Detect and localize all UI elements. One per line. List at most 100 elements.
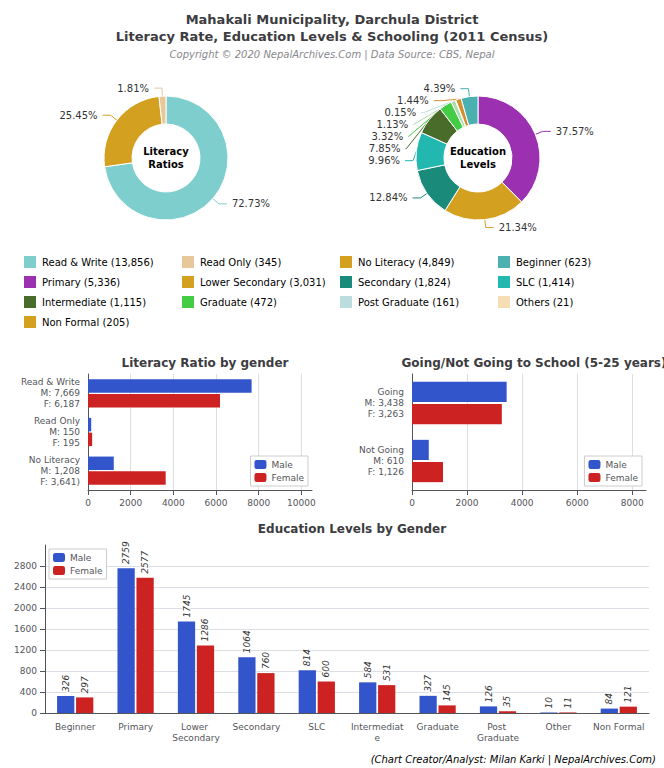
svg-text:Female: Female <box>70 566 103 576</box>
svg-text:Copyright © 2020 NepalArchives: Copyright © 2020 NepalArchives.Com | Dat… <box>170 49 495 61</box>
svg-text:2577: 2577 <box>140 551 150 574</box>
svg-text:Graduate: Graduate <box>417 722 460 732</box>
svg-text:M: 150: M: 150 <box>49 427 80 437</box>
svg-text:1286: 1286 <box>200 618 210 641</box>
svg-text:531: 531 <box>382 664 392 681</box>
svg-text:Secondary (1,824): Secondary (1,824) <box>358 277 451 288</box>
svg-text:10: 10 <box>544 697 554 709</box>
svg-text:Mahakali Municipality, Darchul: Mahakali Municipality, Darchula District <box>186 12 479 27</box>
svg-text:Read Only: Read Only <box>34 416 81 426</box>
svg-text:e: e <box>374 733 380 743</box>
svg-text:Read & Write: Read & Write <box>21 377 81 387</box>
svg-text:Literacy: Literacy <box>143 146 189 157</box>
svg-text:Graduate: Graduate <box>477 733 520 743</box>
svg-text:760: 760 <box>261 652 271 669</box>
svg-text:Read Only (345): Read Only (345) <box>200 257 281 268</box>
svg-text:1745: 1745 <box>182 594 192 617</box>
svg-text:7.85%: 7.85% <box>369 143 401 154</box>
svg-text:Non Formal (205): Non Formal (205) <box>42 317 129 328</box>
svg-text:No Literacy: No Literacy <box>29 455 81 465</box>
svg-text:9.96%: 9.96% <box>368 155 400 166</box>
svg-text:600: 600 <box>321 660 331 677</box>
svg-text:2400: 2400 <box>14 582 37 592</box>
svg-text:Intermediat: Intermediat <box>351 722 404 732</box>
svg-text:121: 121 <box>623 685 633 702</box>
svg-text:Read & Write (13,856): Read & Write (13,856) <box>42 257 154 268</box>
svg-text:F: 195: F: 195 <box>52 438 80 448</box>
svg-text:F: 6,187: F: 6,187 <box>44 399 80 409</box>
svg-text:1.81%: 1.81% <box>117 83 149 94</box>
svg-text:6000: 6000 <box>566 498 589 508</box>
svg-text:M: 1,208: M: 1,208 <box>41 466 81 476</box>
svg-text:Beginner: Beginner <box>55 722 96 732</box>
svg-text:Lower Secondary (3,031): Lower Secondary (3,031) <box>200 277 326 288</box>
svg-text:11: 11 <box>563 697 573 708</box>
svg-text:1064: 1064 <box>242 630 252 653</box>
svg-text:Secondary: Secondary <box>233 722 281 732</box>
svg-text:Education: Education <box>450 146 506 157</box>
svg-text:F: 3,263: F: 3,263 <box>368 409 404 419</box>
svg-text:Male: Male <box>271 460 293 470</box>
svg-text:814: 814 <box>302 649 312 666</box>
svg-text:25.45%: 25.45% <box>59 110 97 121</box>
svg-text:37.57%: 37.57% <box>556 126 594 137</box>
svg-text:Lower: Lower <box>181 722 211 732</box>
svg-text:297: 297 <box>80 676 90 693</box>
svg-text:10000: 10000 <box>287 498 316 508</box>
svg-text:F: 1,126: F: 1,126 <box>368 467 404 477</box>
svg-text:SLC: SLC <box>308 722 325 732</box>
svg-text:Female: Female <box>271 473 304 483</box>
svg-text:4000: 4000 <box>511 498 534 508</box>
svg-text:Male: Male <box>605 460 627 470</box>
svg-text:Primary (5,336): Primary (5,336) <box>42 277 120 288</box>
svg-text:327: 327 <box>423 674 433 691</box>
svg-text:0.15%: 0.15% <box>384 107 416 118</box>
svg-text:Other: Other <box>546 722 572 732</box>
svg-text:Levels: Levels <box>460 159 496 170</box>
svg-text:Going: Going <box>378 387 404 397</box>
svg-text:Intermediate (1,115): Intermediate (1,115) <box>42 297 146 308</box>
svg-text:1600: 1600 <box>14 624 37 634</box>
svg-text:2000: 2000 <box>119 498 142 508</box>
svg-text:21.34%: 21.34% <box>499 222 537 233</box>
svg-text:Ratios: Ratios <box>148 159 184 170</box>
svg-text:Post: Post <box>487 722 509 732</box>
svg-text:1.13%: 1.13% <box>376 119 408 130</box>
svg-text:400: 400 <box>20 687 37 697</box>
svg-text:0: 0 <box>409 498 415 508</box>
svg-text:2000: 2000 <box>14 603 37 613</box>
svg-text:84: 84 <box>604 693 614 705</box>
svg-text:Graduate (472): Graduate (472) <box>200 297 277 308</box>
svg-text:326: 326 <box>61 674 71 691</box>
svg-text:2000: 2000 <box>456 498 479 508</box>
svg-text:M: 3,438: M: 3,438 <box>365 398 405 408</box>
svg-text:Non Formal: Non Formal <box>593 722 645 732</box>
svg-text:2800: 2800 <box>14 561 37 571</box>
svg-text:2759: 2759 <box>121 541 131 564</box>
svg-text:1.44%: 1.44% <box>397 95 429 106</box>
svg-text:12.84%: 12.84% <box>369 192 407 203</box>
svg-text:8000: 8000 <box>247 498 270 508</box>
svg-text:Secondary: Secondary <box>172 733 220 743</box>
svg-text:Not Going: Not Going <box>359 445 404 455</box>
svg-text:72.73%: 72.73% <box>232 198 270 209</box>
svg-text:Others (21): Others (21) <box>516 297 573 308</box>
svg-text:126: 126 <box>484 685 494 702</box>
svg-text:Literacy Rate, Education Level: Literacy Rate, Education Levels & School… <box>116 29 548 44</box>
svg-text:Male: Male <box>70 553 92 563</box>
svg-text:Beginner (623): Beginner (623) <box>516 257 591 268</box>
svg-text:Education Levels by Gender: Education Levels by Gender <box>258 522 446 536</box>
svg-text:4.39%: 4.39% <box>424 83 456 94</box>
svg-text:3.32%: 3.32% <box>371 131 403 142</box>
svg-text:800: 800 <box>20 666 37 676</box>
svg-text:584: 584 <box>363 661 373 678</box>
svg-text:No Literacy (4,849): No Literacy (4,849) <box>358 257 455 268</box>
svg-text:35: 35 <box>502 695 512 707</box>
svg-text:1200: 1200 <box>14 645 37 655</box>
svg-text:Primary: Primary <box>118 722 153 732</box>
svg-text:4000: 4000 <box>162 498 185 508</box>
svg-text:M: 7,669: M: 7,669 <box>41 388 81 398</box>
svg-text:145: 145 <box>442 684 452 701</box>
svg-text:SLC (1,414): SLC (1,414) <box>516 277 575 288</box>
svg-text:Literacy Ratio by gender: Literacy Ratio by gender <box>122 356 289 370</box>
